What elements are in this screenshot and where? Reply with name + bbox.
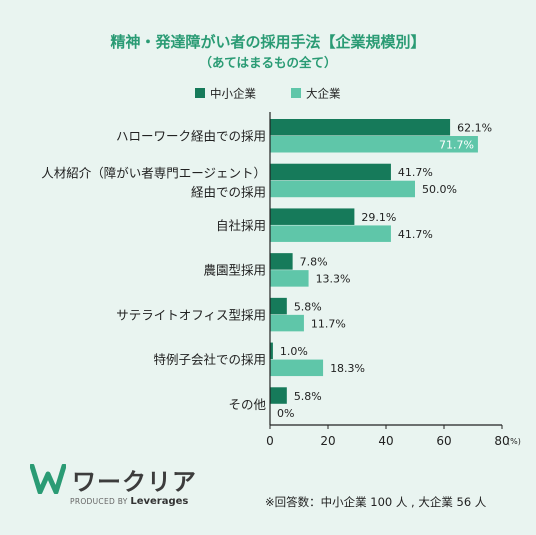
- chart-title: 精神・発達障がい者の採用手法【企業規模別】: [110, 33, 426, 51]
- data-label: 29.1%: [361, 211, 396, 224]
- category-label: 経由での採用: [191, 185, 266, 200]
- brand-name: Leverages: [130, 496, 189, 507]
- bar-small-company: [270, 208, 355, 225]
- category-label: 特例子会社での採用: [153, 352, 266, 367]
- bar-small-company: [270, 342, 273, 360]
- data-label: 5.8%: [294, 390, 322, 403]
- data-label: 18.3%: [330, 362, 365, 375]
- bar-small-company: [270, 297, 287, 315]
- bar-small-company: [270, 163, 391, 181]
- legend-label-small: 中小企業: [210, 87, 256, 101]
- bar-small-company: [270, 387, 287, 404]
- data-label: 41.7%: [398, 228, 433, 241]
- produced-by-text: PRODUCED BY: [70, 497, 128, 506]
- legend-label-large: 大企業: [306, 87, 341, 101]
- legend: 中小企業 大企業: [195, 87, 341, 101]
- category-label: ハローワーク経由での採用: [116, 129, 266, 144]
- bar-chart: 中小企業 大企業 ハローワーク経由での採用 62.1% 71.7% 人材紹介（障がい者…: [41, 87, 521, 449]
- logo-wordmark: ワークリア: [72, 468, 197, 496]
- data-label: 41.7%: [398, 166, 433, 179]
- data-label: 62.1%: [457, 122, 492, 135]
- bar-small-company: [270, 253, 293, 270]
- x-tick-label: 20: [320, 434, 335, 448]
- x-tick-label: 40: [378, 434, 393, 448]
- bar-large-company: [270, 314, 304, 332]
- data-label: 71.7%: [439, 139, 474, 152]
- data-label: 13.3%: [316, 273, 351, 286]
- brand-logo: ワークリア PRODUCED BY Leverages: [30, 462, 200, 512]
- data-label: 50.0%: [422, 183, 457, 196]
- logo-produced-by: PRODUCED BY Leverages: [70, 496, 188, 507]
- legend-swatch-large: [291, 88, 301, 98]
- bar-large-company: [270, 359, 324, 377]
- category-label: サテライトオフィス型採用: [116, 307, 266, 322]
- x-tick-label: 80: [494, 434, 509, 448]
- legend-swatch-small: [195, 88, 205, 98]
- x-tick-label: 0: [266, 434, 274, 448]
- chart-subtitle: （あてはまるもの全て）: [199, 55, 337, 70]
- x-axis-unit: (%): [507, 437, 521, 446]
- bar-large-company: [270, 180, 415, 198]
- bar-large-company: [270, 270, 309, 287]
- category-label: 人材紹介（障がい者専門エージェント）: [41, 166, 266, 181]
- footnote: ※回答数：中小企業 100 人 , 大企業 56 人: [265, 495, 487, 509]
- data-label: 11.7%: [311, 317, 346, 330]
- data-label: 5.8%: [294, 300, 322, 313]
- category-label: 農園型採用: [203, 263, 266, 278]
- bar-large-company: [270, 136, 478, 153]
- bars-group: ハローワーク経由での採用 62.1% 71.7% 人材紹介（障がい者専門エージェント）…: [41, 119, 492, 420]
- bar-small-company: [270, 119, 451, 136]
- category-label: 自社採用: [216, 218, 266, 233]
- category-label: その他: [228, 397, 266, 412]
- x-tick-label: 60: [436, 434, 451, 448]
- bar-large-company: [270, 225, 391, 242]
- x-axis: 0 20 40 60 80(%): [266, 112, 521, 448]
- data-label: 7.8%: [300, 256, 328, 269]
- data-label: 1.0%: [280, 345, 308, 358]
- data-label: 0%: [277, 407, 294, 420]
- logo-w-icon: [30, 464, 66, 494]
